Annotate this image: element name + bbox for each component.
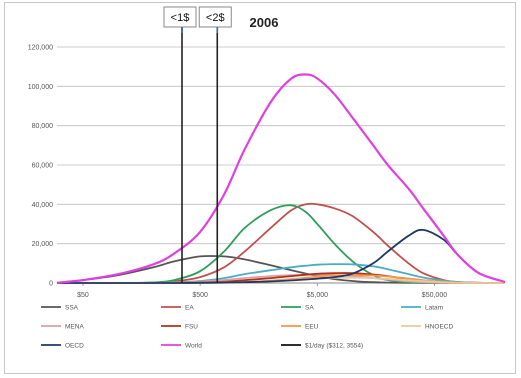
threshold-callout-box bbox=[163, 6, 197, 28]
threshold-callout-box bbox=[198, 6, 232, 28]
legend-label: EA bbox=[185, 304, 194, 311]
y-tick-label: 40,000 bbox=[32, 202, 54, 209]
x-tick-label: $500 bbox=[192, 292, 208, 299]
legend-label: OECD bbox=[65, 342, 84, 349]
y-tick-label: 80,000 bbox=[32, 123, 54, 130]
y-tick-label: 0 bbox=[49, 281, 53, 288]
y-tick-label: 120,000 bbox=[28, 45, 53, 52]
chart-frame: 0 20,000 40,000 60,000 80,000 100,000 120,000 $… bbox=[4, 2, 516, 374]
series-lines bbox=[56, 73, 506, 284]
legend-label: SSA bbox=[65, 304, 79, 311]
x-tick-label: $50,000 bbox=[422, 292, 447, 299]
y-tick-label: 60,000 bbox=[32, 163, 54, 170]
legend: SSA EA SA Latam MENA FSU EEU HNOECD OECD World $1/… bbox=[41, 304, 453, 349]
series-line-oecd bbox=[57, 228, 506, 284]
legend-label: SA bbox=[305, 304, 314, 311]
legend-label: Latam bbox=[425, 304, 443, 311]
threshold-label: <1$ bbox=[171, 12, 190, 24]
threshold-label: <2$ bbox=[206, 12, 225, 24]
series-line-sa bbox=[57, 204, 505, 284]
series-line-world bbox=[56, 73, 506, 284]
legend-label: FSU bbox=[185, 323, 198, 330]
y-tick-label: 20,000 bbox=[32, 241, 54, 248]
income-distribution-chart: 0 20,000 40,000 60,000 80,000 100,000 120,000 $… bbox=[28, 6, 506, 349]
x-tick-label: $50 bbox=[77, 292, 89, 299]
legend-label: HNOECD bbox=[425, 323, 453, 330]
legend-label: World bbox=[185, 342, 202, 349]
legend-label: $1/day ($312, 3554) bbox=[305, 342, 363, 349]
y-tick-label: 100,000 bbox=[28, 84, 53, 91]
legend-label: EEU bbox=[305, 323, 319, 330]
threshold-markers: <1$ <2$ bbox=[163, 6, 232, 283]
chart-title: 2006 bbox=[250, 15, 279, 30]
x-tick-label: $5,000 bbox=[307, 292, 329, 299]
legend-label: MENA bbox=[65, 323, 84, 330]
axes: 0 20,000 40,000 60,000 80,000 100,000 120,000 $… bbox=[28, 45, 505, 299]
gridlines bbox=[57, 46, 505, 284]
